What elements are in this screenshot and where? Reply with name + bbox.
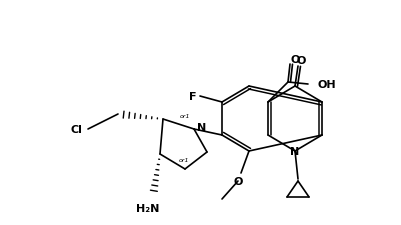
Text: N: N <box>290 146 299 156</box>
Text: OH: OH <box>317 80 336 90</box>
Text: Cl: Cl <box>70 124 82 134</box>
Text: N: N <box>196 122 206 132</box>
Text: H₂N: H₂N <box>136 203 159 213</box>
Text: O: O <box>296 56 305 66</box>
Text: O: O <box>290 55 299 65</box>
Text: or1: or1 <box>178 157 189 162</box>
Text: or1: or1 <box>179 114 190 119</box>
Text: O: O <box>233 176 242 186</box>
Text: F: F <box>189 92 196 101</box>
